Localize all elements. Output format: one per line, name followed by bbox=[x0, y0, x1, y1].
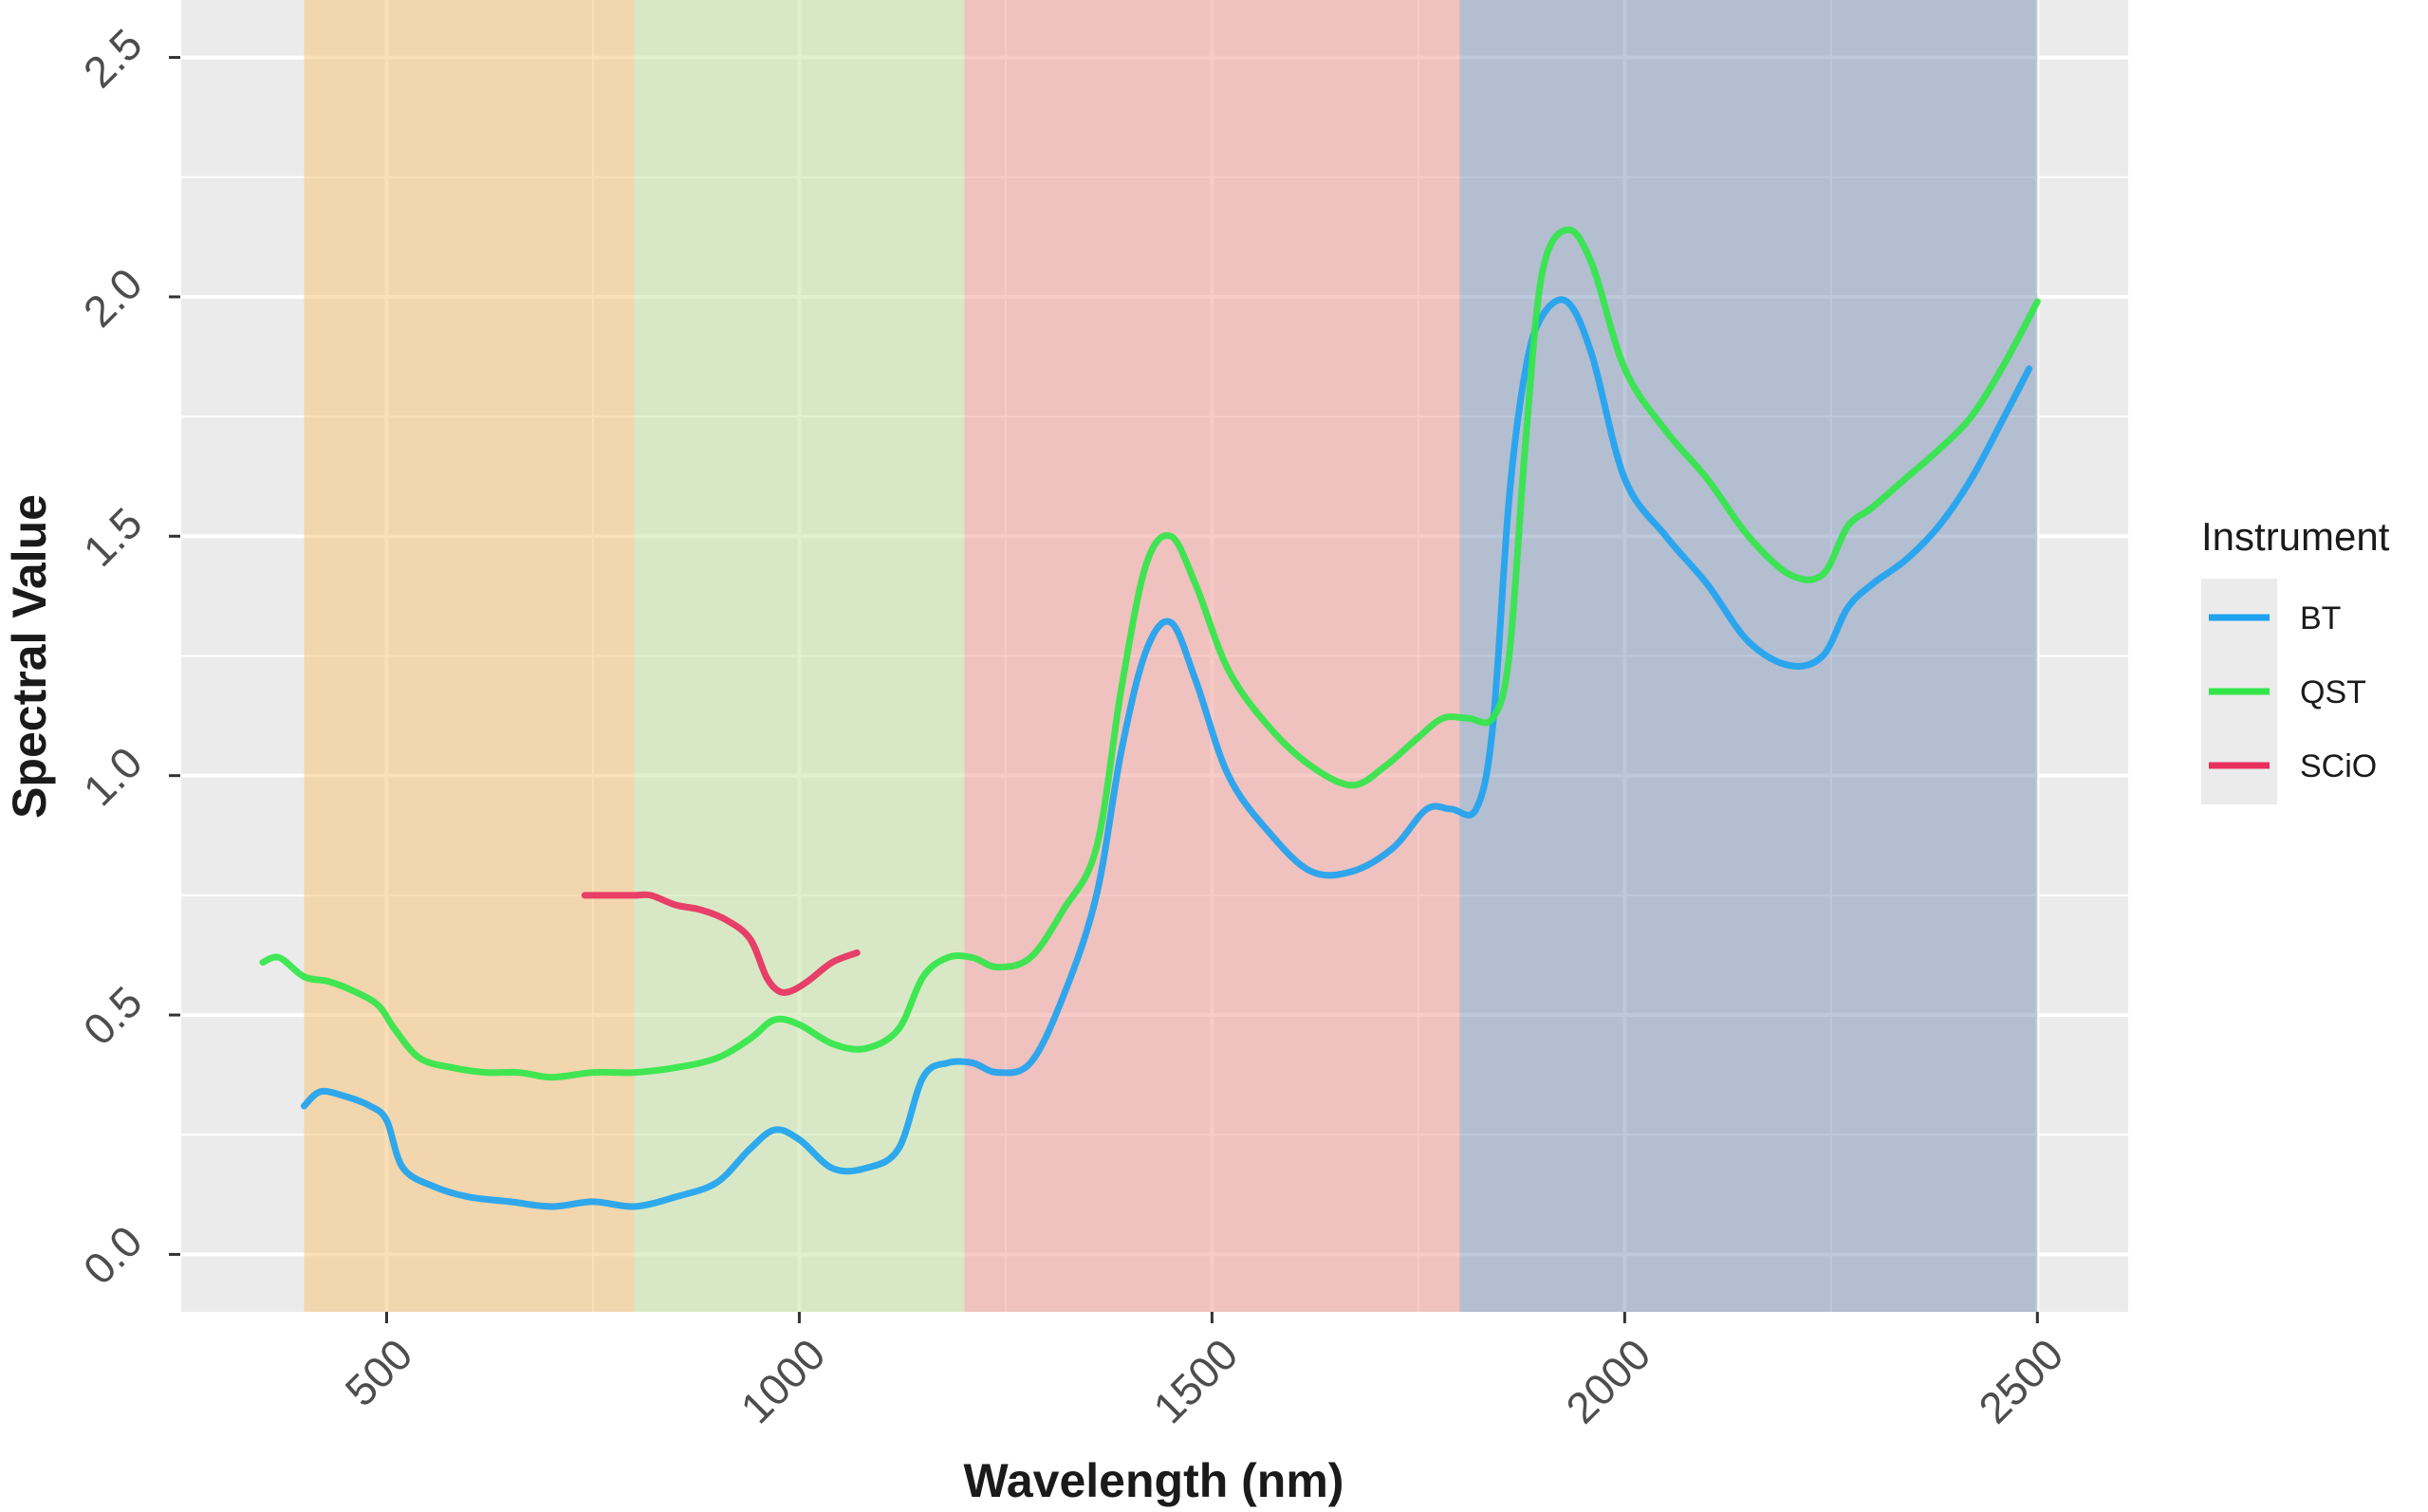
band-1 bbox=[304, 0, 635, 1312]
x-tick-label: 500 bbox=[336, 1329, 422, 1415]
y-tick-label: 2.5 bbox=[74, 19, 152, 97]
x-tick-label: 1500 bbox=[1143, 1329, 1247, 1432]
x-axis-title: Wavelength (nm) bbox=[964, 1454, 1344, 1507]
y-axis-title: Spectral Value bbox=[3, 494, 56, 819]
series-line-bt bbox=[301, 296, 2033, 1210]
y-tick-label: 0.0 bbox=[74, 1216, 152, 1294]
y-tick-label: 2.0 bbox=[74, 259, 152, 337]
y-tick-label: 1.5 bbox=[74, 498, 152, 576]
wavelength-bands bbox=[304, 0, 2038, 1312]
x-axis: 500 1000 1500 2000 2500 bbox=[336, 1312, 2072, 1432]
band-3 bbox=[964, 0, 1460, 1312]
legend-label-scio: SCiO bbox=[2300, 748, 2377, 784]
series-lines bbox=[259, 226, 2041, 1210]
y-axis: 0.0 0.5 1.0 1.5 2.0 2.5 bbox=[74, 19, 180, 1294]
x-tick-label: 1000 bbox=[731, 1329, 834, 1432]
band-2 bbox=[634, 0, 965, 1312]
y-tick-label: 0.5 bbox=[74, 977, 152, 1055]
y-tick-label: 1.0 bbox=[74, 737, 152, 815]
legend-title: Instrument bbox=[2201, 514, 2390, 559]
legend-label-bt: BT bbox=[2300, 600, 2341, 636]
x-tick-label: 2000 bbox=[1556, 1329, 1659, 1432]
series-line-qst bbox=[259, 226, 2041, 1081]
legend-items: BT QST SCiO bbox=[2209, 600, 2377, 784]
legend: Instrument BT QST SCiO bbox=[2201, 514, 2390, 804]
legend-label-qst: QST bbox=[2300, 674, 2366, 710]
band-4 bbox=[1459, 0, 2038, 1312]
x-tick-label: 2500 bbox=[1969, 1329, 2072, 1432]
series-line-scio bbox=[581, 891, 861, 996]
